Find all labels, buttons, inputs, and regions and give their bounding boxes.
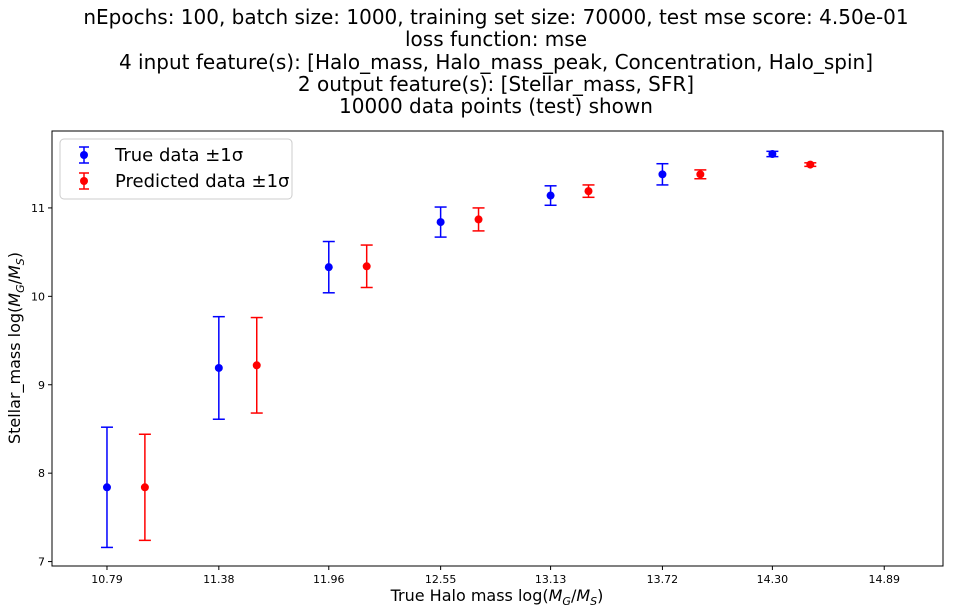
data-point (252, 361, 261, 370)
x-axis-label: True Halo mass log(MG​/MS​) (390, 586, 604, 608)
data-point (324, 263, 333, 272)
y-tick-label: 9 (38, 379, 45, 392)
title-line-1: nEpochs: 100, batch size: 1000, training… (83, 5, 908, 29)
legend-box (59, 138, 293, 200)
legend-entry: Predicted data ±1σ (79, 171, 289, 192)
legend-marker (80, 177, 88, 185)
x-tick-label: 11.38 (203, 573, 235, 586)
x-tick-label: 13.72 (647, 573, 679, 586)
x-tick-label: 14.30 (757, 573, 789, 586)
plot-area (51, 130, 944, 567)
x-tick-label: 14.89 (868, 573, 900, 586)
data-point (102, 483, 111, 492)
y-axis: 7 8 9 10 11 (31, 202, 52, 569)
legend-label: True data ±1σ (114, 145, 243, 166)
series-true-data (100, 149, 779, 549)
data-point (658, 170, 667, 179)
title-line-3: 4 input feature(s): [Halo_mass, Halo_mas… (119, 50, 873, 74)
y-tick-label: 8 (38, 467, 45, 480)
y-tick-label: 10 (31, 290, 45, 303)
title-line-2: loss function: mse (405, 27, 587, 51)
title-line-5: 10000 data points (test) shown (339, 94, 653, 118)
x-tick-label: 11.96 (313, 573, 345, 586)
data-point (768, 149, 777, 158)
y-tick-label: 11 (31, 202, 45, 215)
legend: True data ±1σ Predicted data ±1σ (59, 138, 293, 200)
data-point (546, 191, 555, 200)
x-axis: 10.79 11.38 11.96 12.55 13.13 13.72 14.30 14.89 (91, 566, 900, 586)
data-point (214, 363, 223, 372)
data-point (474, 215, 483, 224)
data-marks (100, 149, 817, 549)
series-predicted-data (138, 160, 817, 542)
legend-entry: True data ±1σ (79, 145, 243, 166)
data-point (362, 262, 371, 271)
y-tick-label: 7 (38, 556, 45, 569)
x-tick-label: 12.55 (425, 573, 457, 586)
data-point (696, 170, 705, 179)
title-line-4: 2 output feature(s): [Stellar_mass, SFR] (298, 72, 694, 96)
data-point (140, 483, 149, 492)
legend-label: Predicted data ±1σ (115, 171, 289, 192)
x-tick-label: 13.13 (535, 573, 567, 586)
x-tick-label: 10.79 (91, 573, 123, 586)
y-axis-label: Stellar_mass log(MG​/MS​) (5, 252, 27, 444)
data-point (436, 218, 445, 227)
data-point (584, 187, 593, 196)
chart-title: nEpochs: 100, batch size: 1000, training… (83, 5, 908, 118)
legend-marker (80, 151, 88, 159)
data-point (806, 160, 815, 169)
